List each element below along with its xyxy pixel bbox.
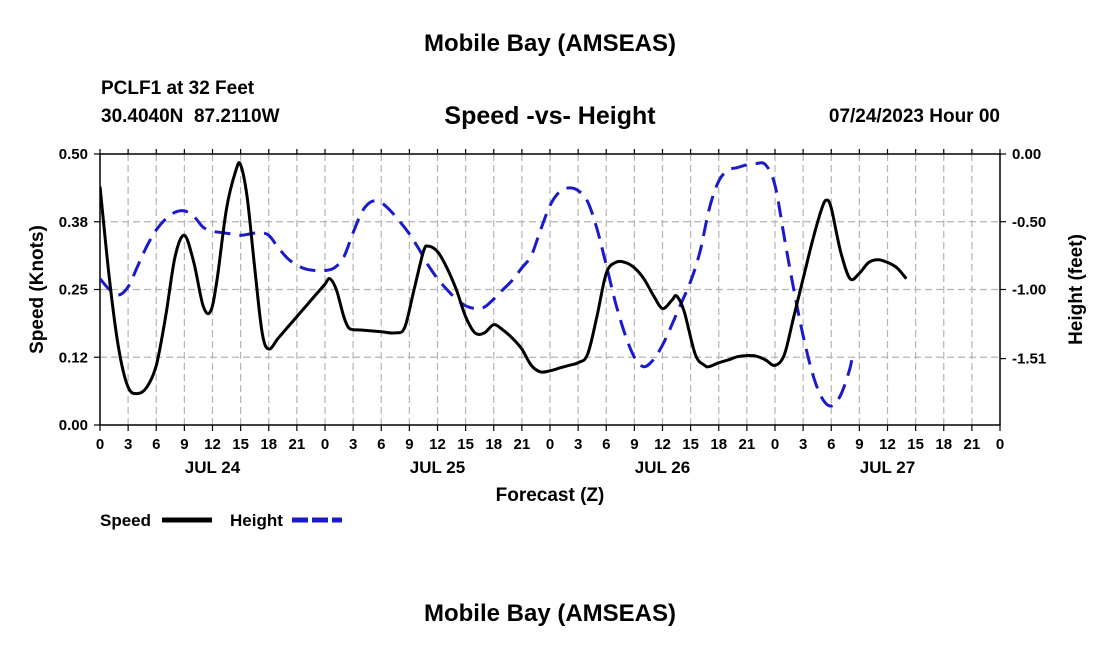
x-tick-label: 6 bbox=[602, 436, 610, 453]
forecast-datetime: 07/24/2023 Hour 00 bbox=[828, 106, 1000, 127]
x-tick-label: 21 bbox=[964, 436, 981, 453]
x-tick-label: 9 bbox=[855, 436, 863, 453]
x-tick-label: 0 bbox=[321, 436, 329, 453]
y-right-tick-label: -1.51 bbox=[1012, 351, 1046, 368]
x-tick-label: 21 bbox=[739, 436, 756, 453]
series-line-speed bbox=[100, 161, 908, 396]
x-day-label: JUL 26 bbox=[635, 458, 690, 477]
x-tick-label: 21 bbox=[289, 436, 306, 453]
x-tick-label: 6 bbox=[827, 436, 835, 453]
y-left-tick-label: 0.50 bbox=[59, 146, 88, 163]
x-tick-label: 12 bbox=[879, 436, 896, 453]
y-right-tick-label: -0.50 bbox=[1012, 214, 1046, 231]
x-tick-label: 0 bbox=[771, 436, 779, 453]
x-tick-label: 0 bbox=[96, 436, 104, 453]
x-tick-label: 0 bbox=[996, 436, 1004, 453]
x-axis-title: Forecast (Z) bbox=[496, 485, 605, 506]
y-left-tick-label: 0.25 bbox=[59, 282, 88, 299]
x-tick-label: 18 bbox=[710, 436, 727, 453]
x-tick-label: 15 bbox=[907, 436, 924, 453]
x-tick-label: 18 bbox=[260, 436, 277, 453]
x-tick-label: 3 bbox=[799, 436, 807, 453]
y-right-axis-title: Height (feet) bbox=[1066, 234, 1087, 345]
page-title: Mobile Bay (AMSEAS) bbox=[423, 30, 677, 57]
x-tick-label: 15 bbox=[682, 436, 699, 453]
y-left-tick-label: 0.12 bbox=[59, 349, 88, 366]
x-tick-label: 18 bbox=[485, 436, 502, 453]
x-tick-label: 9 bbox=[180, 436, 188, 453]
chart-subtitle: Speed -vs- Height bbox=[444, 102, 656, 130]
x-tick-label: 15 bbox=[232, 436, 249, 453]
legend-label-height: Height bbox=[230, 511, 283, 530]
x-tick-label: 9 bbox=[405, 436, 413, 453]
y-left-tick-label: 0.38 bbox=[59, 214, 88, 231]
x-tick-label: 3 bbox=[124, 436, 132, 453]
x-tick-label: 6 bbox=[377, 436, 385, 453]
x-tick-label: 6 bbox=[152, 436, 160, 453]
legend-label-speed: Speed bbox=[100, 511, 151, 530]
x-tick-label: 12 bbox=[204, 436, 221, 453]
x-day-label: JUL 27 bbox=[860, 458, 915, 477]
x-day-label: JUL 24 bbox=[185, 458, 241, 477]
x-tick-label: 9 bbox=[630, 436, 638, 453]
coordinates-label: 30.4040N 87.2110W bbox=[101, 106, 280, 127]
series-line-height bbox=[100, 161, 855, 408]
y-right-tick-label: -1.00 bbox=[1012, 282, 1046, 299]
y-left-tick-label: 0.00 bbox=[59, 417, 88, 434]
x-tick-label: 18 bbox=[935, 436, 952, 453]
x-tick-label: 15 bbox=[457, 436, 474, 453]
x-tick-label: 12 bbox=[654, 436, 671, 453]
footer-title: Mobile Bay (AMSEAS) bbox=[423, 600, 677, 627]
station-label: PCLF1 at 32 Feet bbox=[101, 78, 255, 99]
x-day-label: JUL 25 bbox=[410, 458, 465, 477]
x-tick-label: 3 bbox=[349, 436, 357, 453]
y-right-tick-label: 0.00 bbox=[1012, 146, 1041, 163]
x-tick-label: 0 bbox=[546, 436, 554, 453]
y-left-axis-title: Speed (Knots) bbox=[27, 225, 48, 354]
x-tick-label: 12 bbox=[429, 436, 446, 453]
x-tick-label: 3 bbox=[574, 436, 582, 453]
x-tick-label: 21 bbox=[514, 436, 531, 453]
